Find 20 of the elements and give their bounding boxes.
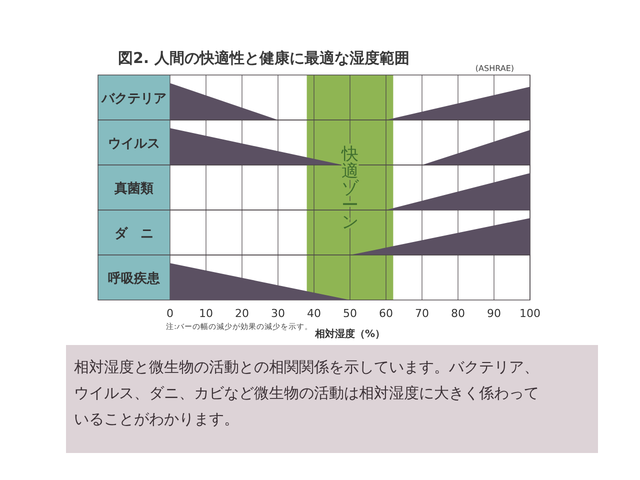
x-tick-label: 10 [199,307,213,320]
x-tick-label: 90 [487,307,501,320]
y-axis-title: 呼吸疾患 [108,270,161,286]
y-axis-title: バクテリア [100,92,166,106]
x-tick-label: 40 [307,307,321,320]
x-tick-label: 80 [451,307,465,320]
x-tick-label: 30 [271,307,285,320]
y-axis-title: ダ ニ [114,226,154,242]
x-tick-label: 60 [379,307,393,320]
chart-title: 図2. 人間の快適性と健康に最適な湿度範囲 [118,49,410,67]
x-tick-label: 100 [520,307,540,320]
x-tick-label: 70 [415,307,429,320]
text: 相対湿度と微生物の活動との相関関係を示しています。バクテリア、ウイルス、ダニ、カビなど微生物の活動は相対湿度に大きく係わっていることがわかります。 [74,357,540,430]
y-axis-title: 真菌類 [114,182,154,196]
x-tick-label: 0 [166,307,174,320]
x-tick-label: 50 [343,307,357,320]
x-tick-label: 20 [235,307,249,320]
text: (ASHRAE) [475,64,514,73]
x-axis-title: 相対湿度（%） [314,328,386,340]
y-axis-title: ウイルス [108,136,160,152]
